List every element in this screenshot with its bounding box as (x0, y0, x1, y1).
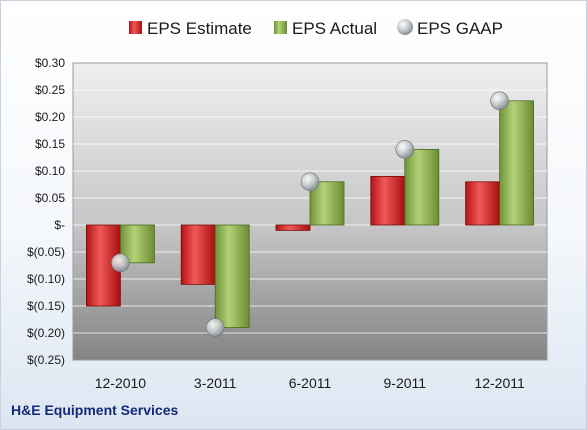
y-tick-label: $0.10 (35, 164, 65, 178)
legend-label-eps-gaap: EPS GAAP (417, 19, 503, 38)
x-category-label: 9-2011 (384, 375, 427, 391)
marker-eps-gaap (300, 172, 320, 192)
marker-eps-gaap (111, 253, 130, 273)
y-tick-label: $(0.20) (27, 326, 65, 340)
legend-item-eps-actual: EPS Actual (274, 19, 377, 38)
x-category-label: 12-2011 (474, 375, 525, 391)
bar-eps-estimate (180, 224, 216, 285)
y-tick-label: $0.25 (35, 83, 65, 97)
legend-marker-eps-gaap (397, 19, 413, 35)
y-tick-label: $0.30 (35, 56, 65, 70)
legend-label-eps-estimate: EPS Estimate (147, 19, 252, 38)
x-category-label: 12-2010 (95, 375, 147, 391)
marker-eps-gaap (205, 318, 225, 337)
legend: EPS Estimate EPS Actual EPS GAAP (129, 19, 503, 38)
y-tick-label: $0.15 (35, 137, 65, 151)
bar-eps-estimate (275, 224, 311, 231)
bar-eps-actual (404, 148, 440, 226)
y-tick-label: $(0.10) (27, 272, 65, 286)
y-tick-label: $(0.05) (27, 245, 65, 259)
bar-eps-actual (214, 224, 250, 328)
x-category-label: 6-2011 (289, 375, 332, 391)
marker-eps-gaap (395, 140, 415, 159)
bar-eps-actual (499, 100, 535, 226)
y-tick-label: $(0.15) (27, 299, 65, 313)
x-axis-categories: 12-2010 3-2011 6-2011 9-2011 12-2011 (95, 375, 525, 391)
y-tick-label: $- (54, 218, 65, 232)
bar-eps-estimate (370, 175, 406, 226)
legend-item-eps-gaap: EPS GAAP (397, 19, 503, 38)
bars (86, 100, 535, 328)
y-axis-ticks: $0.30 $0.25 $0.20 $0.15 $0.10 $0.05 $- $(0.05) $… (27, 56, 65, 367)
legend-label-eps-actual: EPS Actual (292, 19, 377, 38)
x-category-label: 3-2011 (194, 375, 237, 391)
marker-eps-gaap (490, 91, 509, 111)
legend-swatch-eps-estimate (129, 21, 142, 34)
gaap-markers (111, 91, 509, 337)
y-tick-label: $(0.25) (27, 353, 65, 367)
bar-eps-estimate (465, 181, 501, 226)
legend-swatch-eps-actual (274, 21, 287, 34)
legend-item-eps-estimate: EPS Estimate (129, 19, 252, 38)
y-tick-label: $0.05 (35, 191, 65, 205)
y-tick-label: $0.20 (35, 110, 65, 124)
company-name: H&E Equipment Services (11, 402, 178, 418)
